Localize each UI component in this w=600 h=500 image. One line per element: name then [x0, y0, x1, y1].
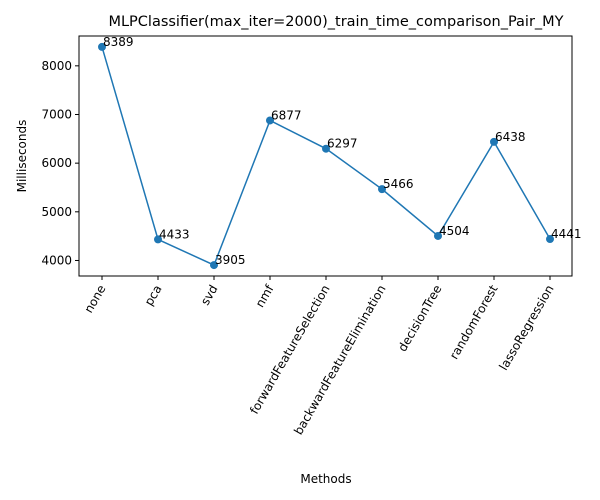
data-point	[266, 116, 274, 125]
data-point	[210, 261, 218, 270]
x-tick-label: decisionTree	[395, 283, 444, 354]
data-point	[98, 42, 106, 51]
x-tick-label: none	[82, 283, 109, 316]
data-point	[434, 231, 442, 240]
y-tick-label: 8000	[41, 59, 72, 73]
data-label: 6877	[271, 108, 302, 122]
data-label: 8389	[103, 35, 134, 49]
data-label: 5466	[383, 177, 414, 191]
data-point	[378, 185, 386, 194]
data-point	[490, 137, 498, 146]
data-label: 3905	[215, 253, 246, 267]
x-tick-label: backwardFeatureElimination	[291, 283, 388, 438]
chart-title: MLPClassifier(max_iter=2000)_train_time_…	[108, 14, 563, 30]
data-label: 4433	[159, 227, 190, 241]
x-tick-label: pca	[142, 283, 165, 309]
data-label: 4504	[439, 224, 470, 238]
data-label: 6438	[495, 130, 526, 144]
x-tick-label: nmf	[253, 282, 277, 310]
x-tick-label: lassoRegression	[496, 283, 556, 373]
y-tick-label: 6000	[41, 156, 72, 170]
y-axis-label: Milliseconds	[15, 120, 29, 193]
x-tick-label: svd	[198, 283, 221, 308]
data-point	[546, 235, 554, 244]
x-axis-label: Methods	[300, 472, 351, 486]
axes-frame	[78, 35, 573, 277]
data-label: 4441	[551, 227, 582, 241]
x-axis: none pca svd nmfforwardFeatureSelectionback…	[82, 276, 557, 437]
y-tick-label: 7000	[41, 107, 72, 121]
y-tick-label: 5000	[41, 205, 72, 219]
data-point	[154, 235, 162, 244]
plot-area: 8389 4433 3905 6877 6297 5466 4504 6438 4441	[98, 35, 582, 270]
data-point	[322, 144, 330, 153]
y-tick-label: 4000	[41, 253, 72, 267]
data-label: 6297	[327, 137, 358, 151]
x-tick-label: randomForest	[447, 282, 501, 361]
y-axis: 4000 5000 6000 7000 8000	[41, 59, 79, 267]
